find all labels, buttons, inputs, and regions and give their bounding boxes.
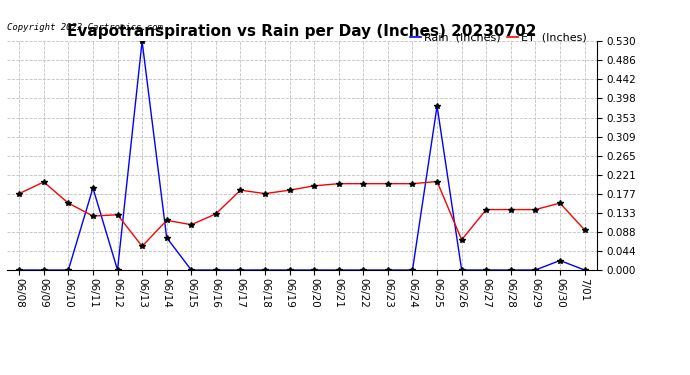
Legend: Rain  (Inches), ET  (Inches): Rain (Inches), ET (Inches) bbox=[406, 28, 591, 47]
Title: Evapotranspiration vs Rain per Day (Inches) 20230702: Evapotranspiration vs Rain per Day (Inch… bbox=[67, 24, 537, 39]
Text: Copyright 2023 Cartronics.com: Copyright 2023 Cartronics.com bbox=[7, 23, 163, 32]
